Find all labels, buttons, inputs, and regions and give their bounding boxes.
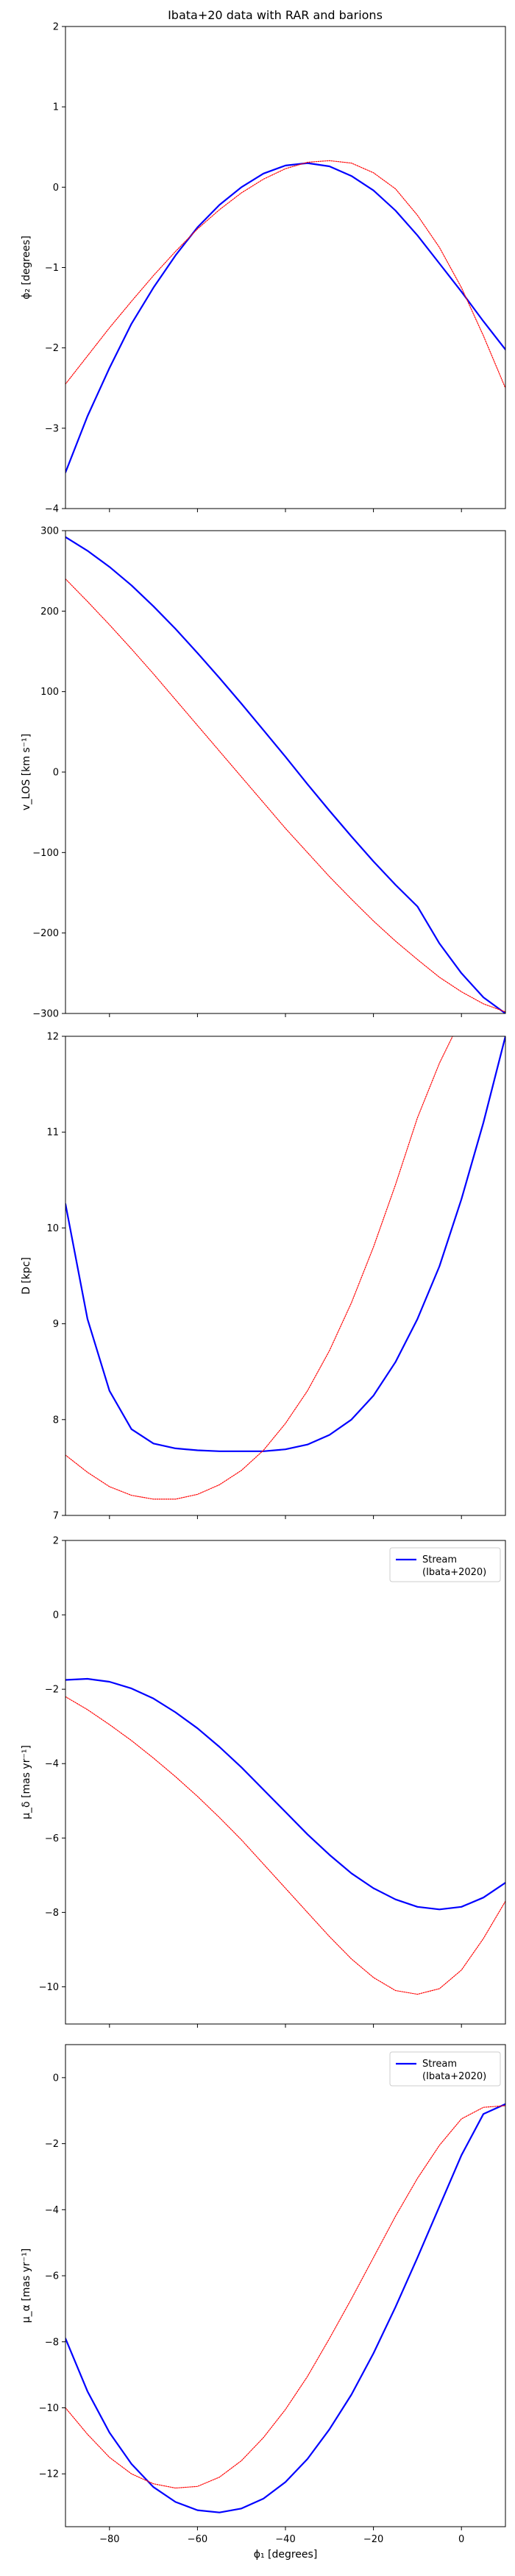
x-tick-label: −80 bbox=[99, 2534, 119, 2545]
legend-4: Stream (Ibata+2020) bbox=[389, 1547, 501, 1582]
y-axis-label-5: μ_α [mas yr⁻¹] bbox=[21, 2248, 32, 2324]
axes-frame-4 bbox=[65, 1540, 506, 2025]
model-line-5 bbox=[65, 2103, 505, 2513]
y-tick-label: −2 bbox=[45, 1685, 59, 1696]
y-tick-label: 200 bbox=[40, 606, 59, 618]
y-tick-label: 8 bbox=[53, 1415, 59, 1426]
x-tick-label: 0 bbox=[458, 2534, 464, 2545]
legend-box bbox=[389, 1547, 501, 1582]
y-tick-label: −8 bbox=[45, 1908, 59, 1919]
y-tick-label: −8 bbox=[45, 2337, 59, 2348]
y-tick-label: 300 bbox=[40, 526, 59, 537]
model-line-4 bbox=[65, 1677, 505, 1911]
x-axis-label: ϕ₁ [degrees] bbox=[254, 2549, 318, 2561]
model-line-2 bbox=[65, 536, 505, 1013]
axes-frame-2 bbox=[65, 530, 506, 1014]
y-tick-label: −12 bbox=[39, 2469, 59, 2480]
chart-panel-1: −4 −3 −2 −1 0 1 2 ϕ₂ [degrees] bbox=[21, 22, 506, 515]
axes-frame-1 bbox=[65, 26, 506, 509]
axes-frame-3 bbox=[65, 1036, 506, 1516]
y-axis-label-2: v_LOS [km s⁻¹] bbox=[21, 734, 32, 810]
figure-title: Ibata+20 data with RAR and barions bbox=[168, 8, 383, 22]
y-tick-label: 0 bbox=[53, 1610, 59, 1621]
x-tick-label: −20 bbox=[363, 2534, 383, 2545]
data-line-5 bbox=[65, 2105, 505, 2489]
data-line-1 bbox=[65, 160, 505, 389]
y-tick-label: −10 bbox=[39, 2403, 59, 2414]
y-tick-label: 7 bbox=[53, 1511, 59, 1522]
y-axis-label-4: μ_δ [mas yr⁻¹] bbox=[21, 1745, 32, 1819]
model-line-1 bbox=[65, 162, 505, 473]
y-axis-label-1: ϕ₂ [degrees] bbox=[21, 236, 32, 300]
y-tick-label: 2 bbox=[53, 1536, 59, 1547]
y-tick-label: −3 bbox=[45, 423, 59, 434]
legend-box bbox=[389, 2051, 501, 2087]
x-tick-label: −60 bbox=[188, 2534, 207, 2545]
axes-frame-5 bbox=[65, 2044, 506, 2527]
data-line-3 bbox=[65, 1036, 453, 1500]
chart-panel-2: −300 −200 −100 0 100 200 300 v_LOS [km s⁻¹] bbox=[21, 526, 506, 1020]
y-tick-label: −10 bbox=[39, 1982, 59, 1993]
y-tick-label: 2 bbox=[53, 22, 59, 33]
y-tick-label: 0 bbox=[53, 183, 59, 194]
legend-entry: Stream bbox=[422, 1554, 457, 1565]
x-tick-label: −40 bbox=[275, 2534, 295, 2545]
legend-entry: (Ibata+2020) bbox=[422, 2071, 486, 2082]
y-tick-label: −200 bbox=[32, 928, 59, 939]
y-axis-label-3: D [kpc] bbox=[21, 1257, 32, 1295]
y-tick-label: −4 bbox=[45, 1759, 59, 1770]
y-tick-label: −2 bbox=[45, 2139, 59, 2150]
model-line-3 bbox=[65, 1036, 505, 1452]
y-tick-label: −4 bbox=[45, 2205, 59, 2216]
chart-panel-3: 7 8 9 10 11 12 D [kpc] bbox=[21, 1032, 506, 1522]
y-tick-label: −100 bbox=[32, 848, 59, 859]
y-tick-label: −2 bbox=[45, 343, 59, 354]
data-line-4 bbox=[65, 1696, 505, 1995]
chart-panel-5: −80 −60 −40 −20 0−12−10−8−6−4−20μ_α [mas yr⁻… bbox=[21, 2044, 506, 2561]
y-tick-label: 100 bbox=[40, 687, 59, 698]
y-tick-label: −4 bbox=[45, 504, 59, 515]
y-tick-label: 0 bbox=[53, 768, 59, 779]
y-tick-label: 0 bbox=[53, 2073, 59, 2084]
y-tick-label: 9 bbox=[53, 1319, 59, 1330]
y-tick-label: 11 bbox=[46, 1128, 59, 1139]
y-tick-label: −6 bbox=[45, 2271, 59, 2282]
y-tick-label: 1 bbox=[53, 102, 59, 113]
y-tick-label: −6 bbox=[45, 1833, 59, 1844]
chart-panel-4: −10 −8 −6 −4 −2 0 2 μ_δ [mas yr⁻¹] Stream (Ibata+… bbox=[21, 1536, 506, 2028]
data-line-2 bbox=[65, 578, 505, 1013]
legend-entry: Stream bbox=[422, 2059, 457, 2070]
y-tick-label: −300 bbox=[32, 1009, 59, 1020]
legend-entry: (Ibata+2020) bbox=[422, 1567, 486, 1578]
y-tick-label: 12 bbox=[46, 1032, 59, 1043]
y-tick-label: 10 bbox=[46, 1223, 59, 1234]
y-tick-label: −1 bbox=[45, 263, 59, 274]
legend-5: Stream(Ibata+2020) bbox=[389, 2051, 501, 2087]
